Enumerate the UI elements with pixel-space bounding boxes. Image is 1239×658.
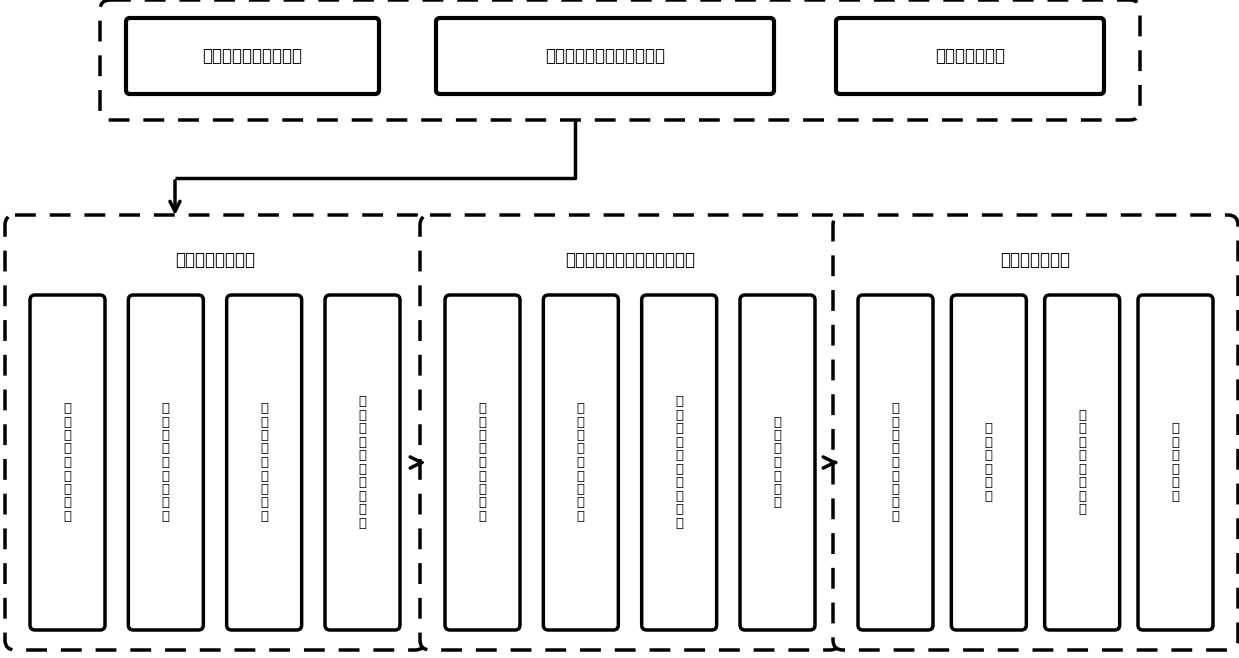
FancyBboxPatch shape <box>1137 295 1213 630</box>
FancyBboxPatch shape <box>740 295 815 630</box>
FancyBboxPatch shape <box>5 215 425 650</box>
FancyBboxPatch shape <box>100 0 1140 120</box>
Text: 梯
田
碎
碎
板
块
去
除: 梯 田 碎 碎 板 块 去 除 <box>1078 409 1087 517</box>
Text: 梯田候选区的提取: 梯田候选区的提取 <box>175 251 255 269</box>
Text: 梯田范围精细化: 梯田范围精细化 <box>1001 251 1070 269</box>
FancyBboxPatch shape <box>325 295 400 630</box>
Text: 区
域
生
长
法
提
取
正
地
形: 区 域 生 长 法 提 取 正 地 形 <box>675 395 683 530</box>
Text: 梯
田
孔
洞
填
充: 梯 田 孔 洞 填 充 <box>985 422 992 503</box>
Text: 坡
面
嵎
变
邻
域
法
提
取: 坡 面 嵎 变 邻 域 法 提 取 <box>478 402 487 523</box>
Text: 梯
田
频
率
域
特
征
分
析: 梯 田 频 率 域 特 征 分 析 <box>162 402 170 523</box>
FancyBboxPatch shape <box>436 18 774 94</box>
FancyBboxPatch shape <box>129 295 203 630</box>
FancyBboxPatch shape <box>836 18 1104 94</box>
Text: 正
地
形
边
界
修
正: 正 地 形 边 界 修 正 <box>773 415 782 509</box>
FancyBboxPatch shape <box>227 295 301 630</box>
FancyBboxPatch shape <box>857 295 933 630</box>
FancyBboxPatch shape <box>544 295 618 630</box>
Text: 实验数据预处理: 实验数据预处理 <box>935 47 1005 65</box>
FancyBboxPatch shape <box>952 295 1026 630</box>
Text: 傅
里
叶
变
换
及
参
数
计
算: 傅 里 叶 变 换 及 参 数 计 算 <box>358 395 367 530</box>
Text: 保
留
正
地
形
内
的
梯
田: 保 留 正 地 形 内 的 梯 田 <box>892 402 900 523</box>
Text: 资料、数据的收集分析: 资料、数据的收集分析 <box>202 47 302 65</box>
FancyBboxPatch shape <box>833 215 1238 650</box>
Text: 实验样区的选择与野外调查: 实验样区的选择与野外调查 <box>545 47 665 65</box>
FancyBboxPatch shape <box>420 215 840 650</box>
Text: 梯
田
空
间
域
特
征
分
析: 梯 田 空 间 域 特 征 分 析 <box>63 402 72 523</box>
FancyBboxPatch shape <box>445 295 520 630</box>
Text: 分
析
窗
口
及
参
数
选
取: 分 析 窗 口 及 参 数 选 取 <box>260 402 268 523</box>
Text: 梯
田
边
界
平
滑: 梯 田 边 界 平 滑 <box>1172 422 1180 503</box>
Text: 基于区域生长的正负地形分割: 基于区域生长的正负地形分割 <box>565 251 695 269</box>
FancyBboxPatch shape <box>642 295 716 630</box>
FancyBboxPatch shape <box>1044 295 1120 630</box>
FancyBboxPatch shape <box>30 295 105 630</box>
FancyBboxPatch shape <box>126 18 379 94</box>
Text: 区
域
最
大
值
点
的
提
取: 区 域 最 大 值 点 的 提 取 <box>577 402 585 523</box>
